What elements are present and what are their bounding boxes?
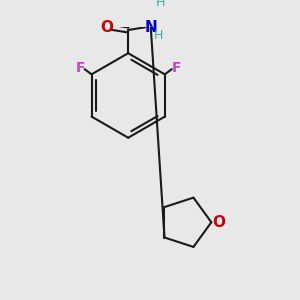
Text: H: H (154, 29, 163, 42)
Text: O: O (100, 20, 113, 35)
Text: N: N (144, 20, 157, 35)
Text: H: H (156, 0, 165, 9)
Text: O: O (212, 215, 226, 230)
Text: F: F (171, 61, 181, 75)
Text: F: F (76, 61, 85, 75)
